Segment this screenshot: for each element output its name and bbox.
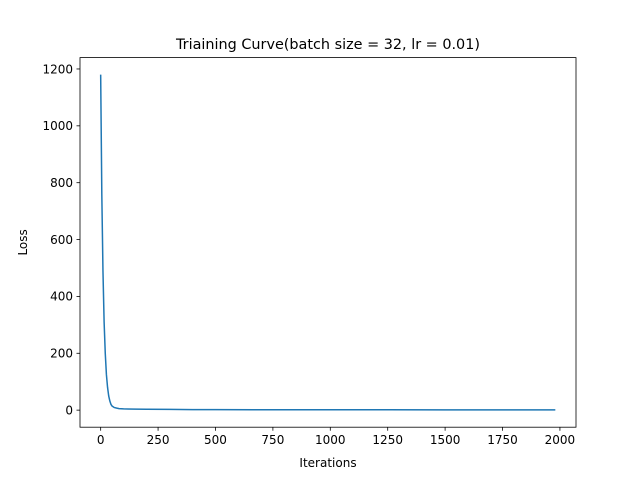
y-tick-label: 1200 <box>42 62 73 76</box>
plot-frame <box>79 57 577 428</box>
x-axis-label: Iterations <box>299 456 356 470</box>
x-tick-label: 1000 <box>315 433 346 447</box>
y-tick-label: 1000 <box>42 119 73 133</box>
x-tick-label: 1750 <box>487 433 518 447</box>
loss-series-line <box>99 74 556 411</box>
x-tick-label: 2000 <box>545 433 576 447</box>
y-tick-label: 200 <box>50 347 73 361</box>
x-tick-label: 750 <box>261 433 284 447</box>
y-tick-label: 400 <box>50 290 73 304</box>
x-tick-label: 1500 <box>430 433 461 447</box>
chart-title: Triaining Curve(batch size = 32, lr = 0.… <box>175 37 480 53</box>
y-tick-label: 600 <box>50 233 73 247</box>
x-tick-label: 0 <box>97 433 105 447</box>
y-axis-label: Loss <box>16 229 30 255</box>
y-tick-label: 800 <box>50 176 73 190</box>
x-tick-label: 500 <box>204 433 227 447</box>
x-tick-label: 1250 <box>372 433 403 447</box>
y-tick-label: 0 <box>65 403 73 417</box>
x-tick-label: 250 <box>147 433 170 447</box>
